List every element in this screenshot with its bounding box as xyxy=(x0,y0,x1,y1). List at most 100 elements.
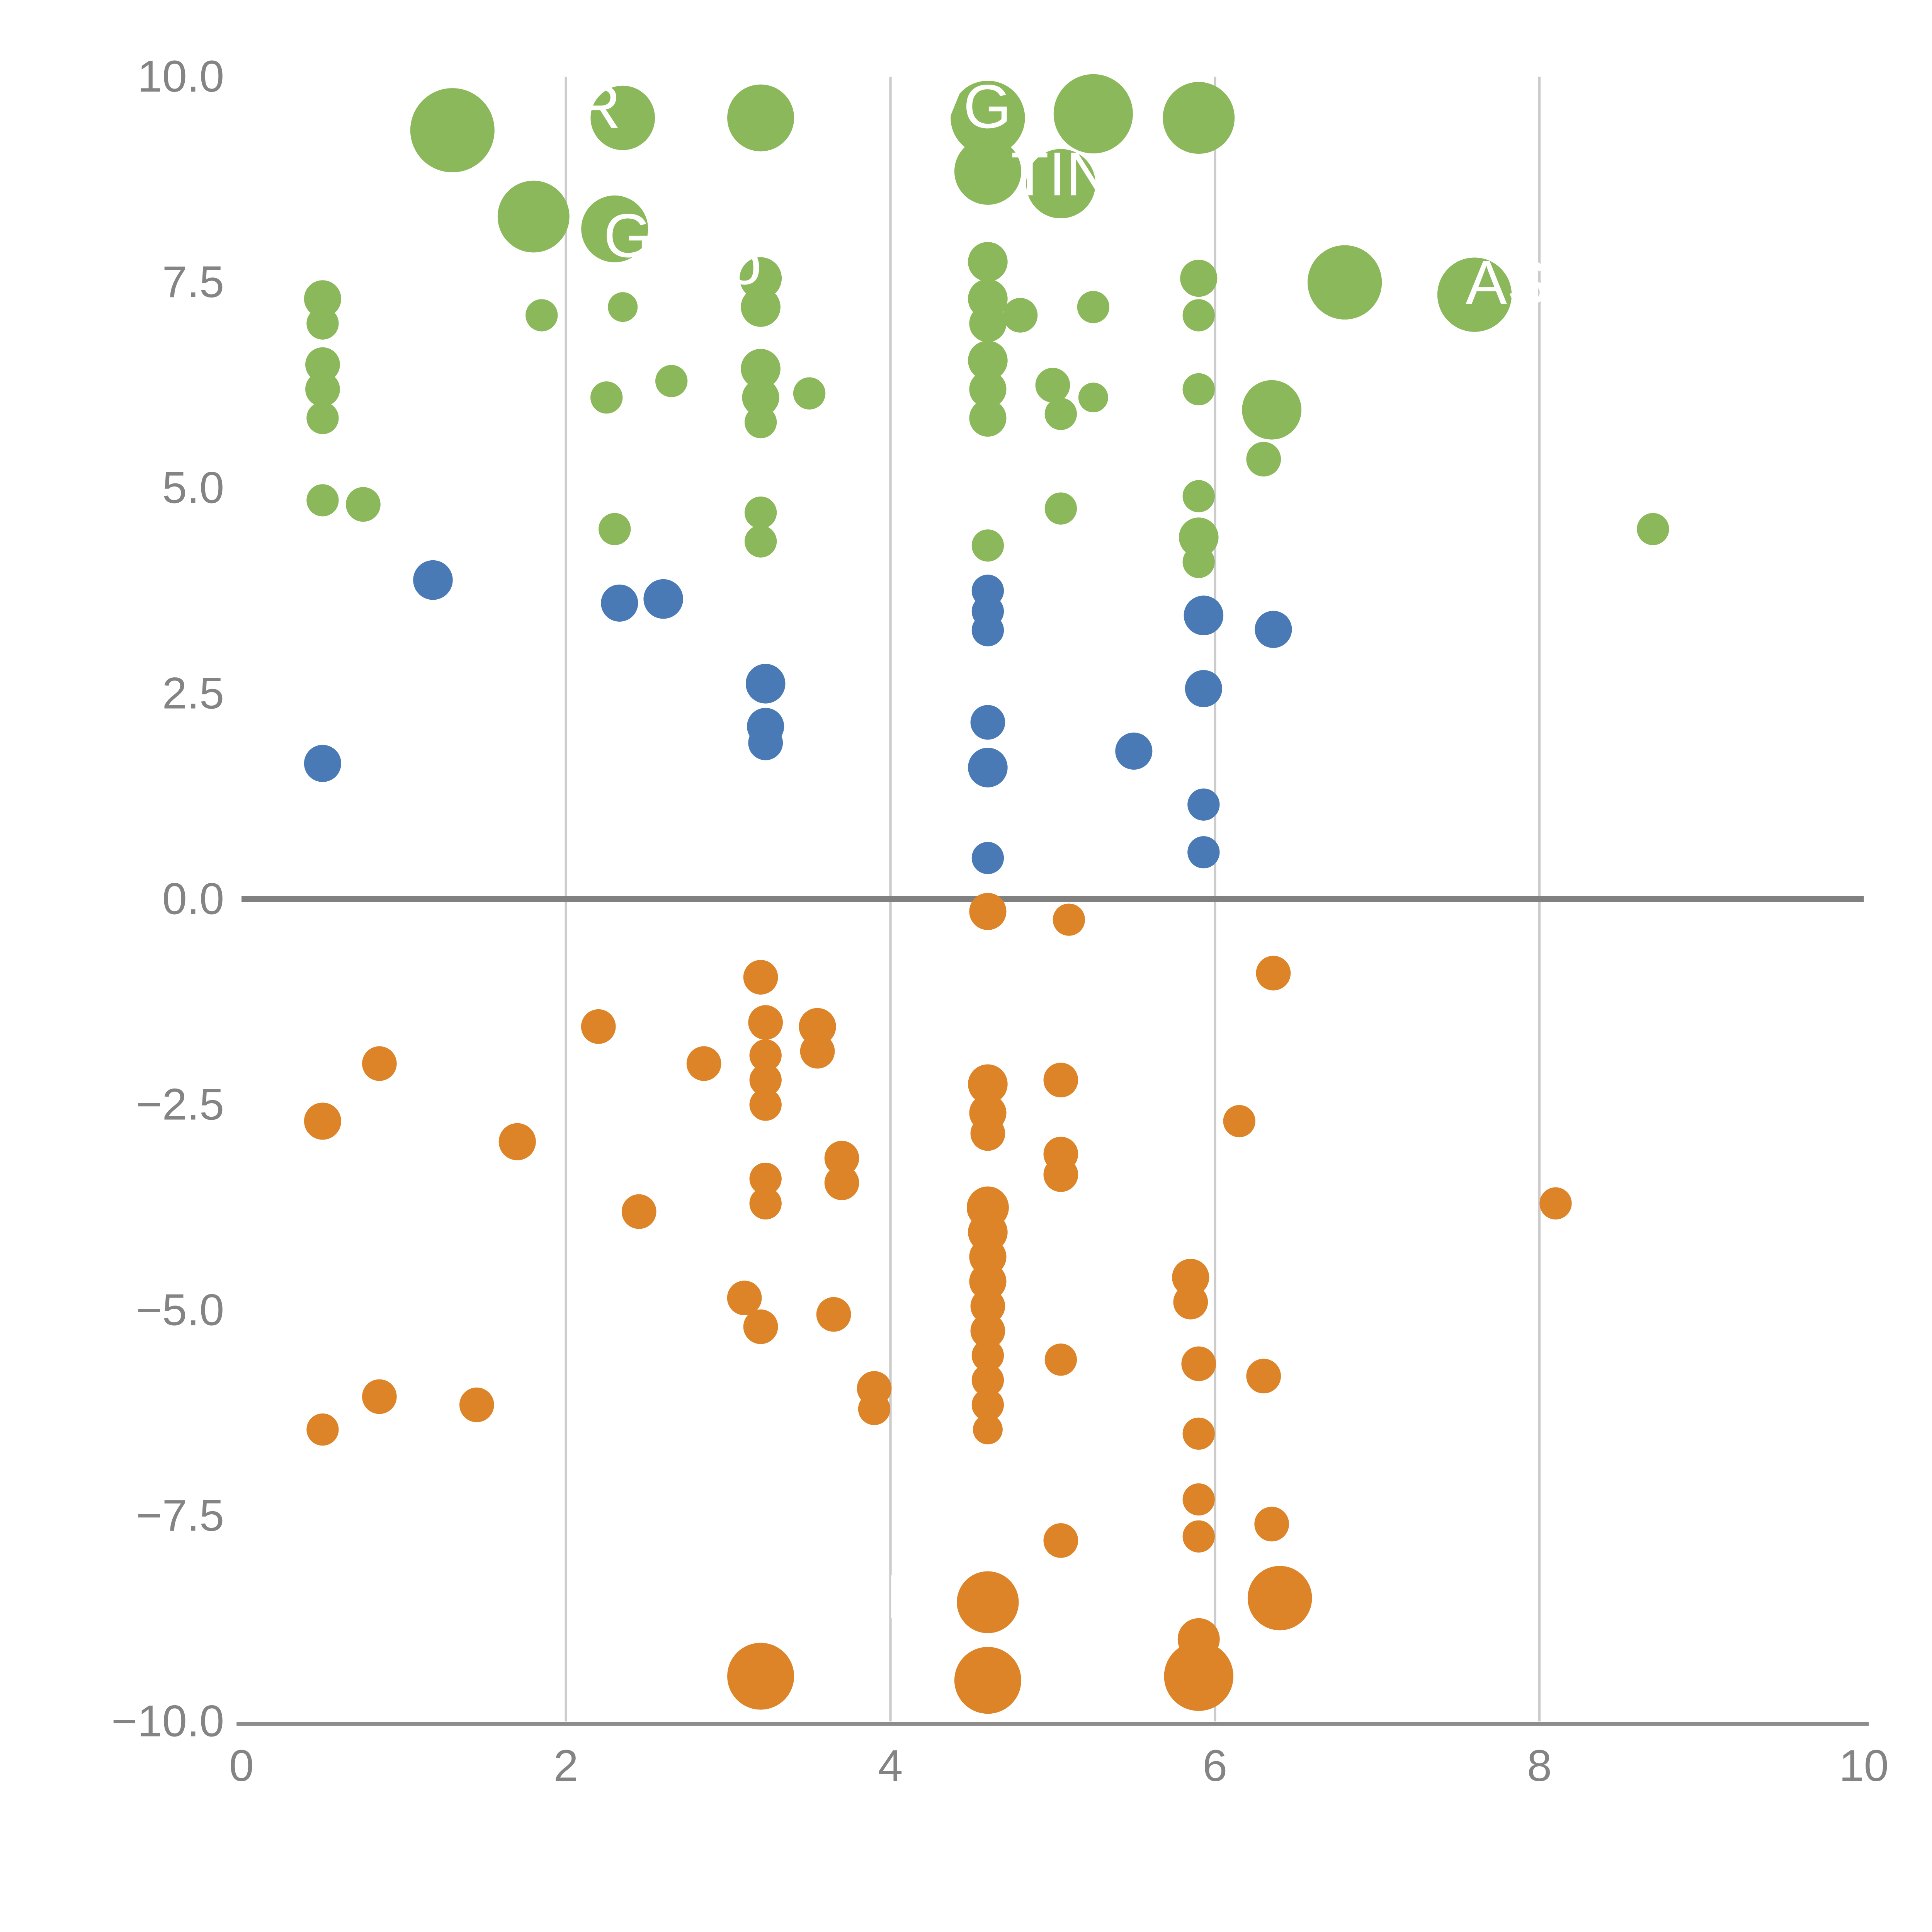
data-point-orange xyxy=(459,1387,494,1422)
data-point-orange xyxy=(1256,956,1291,991)
data-point-green xyxy=(1182,299,1215,332)
data-point-green xyxy=(951,80,1025,155)
data-point-orange xyxy=(970,1116,1005,1151)
data-point-green xyxy=(793,377,826,410)
data-point-orange xyxy=(971,1364,1004,1396)
data-point-green xyxy=(971,529,1004,562)
data-point-orange xyxy=(1172,1259,1209,1296)
data-point-orange xyxy=(686,1046,721,1081)
data-point-blue xyxy=(1185,670,1222,707)
y-tick-label: 5.0 xyxy=(162,463,224,512)
data-point-orange xyxy=(581,1009,616,1044)
bubble-label: VG xyxy=(922,72,1012,141)
data-point-blue xyxy=(745,664,786,704)
data-point-blue xyxy=(971,614,1004,646)
data-point-orange xyxy=(968,1064,1008,1104)
data-point-orange xyxy=(1177,1618,1220,1660)
data-point-blue xyxy=(413,560,453,600)
data-point-green xyxy=(1026,149,1096,219)
data-point-blue xyxy=(304,745,342,782)
data-point-green xyxy=(744,497,777,529)
bubble-label: TIN xyxy=(1011,139,1111,208)
data-point-orange xyxy=(800,1034,835,1069)
data-point-orange xyxy=(969,893,1007,930)
data-point-orange xyxy=(1182,1417,1215,1450)
data-point-orange xyxy=(1182,1520,1215,1553)
data-point-orange xyxy=(621,1194,656,1229)
data-point-green xyxy=(968,242,1008,282)
data-point-orange xyxy=(743,960,778,995)
data-point-orange xyxy=(971,1389,1004,1421)
data-point-blue xyxy=(1115,732,1153,770)
data-point-green xyxy=(599,513,631,545)
data-point-green xyxy=(1242,380,1302,440)
data-point-orange xyxy=(1043,1523,1078,1558)
data-point-green xyxy=(305,372,340,407)
bubble-label: E xyxy=(886,1562,927,1631)
data-point-blue xyxy=(601,584,638,622)
data-point-orange xyxy=(304,1102,342,1140)
data-point-blue xyxy=(643,579,683,619)
data-point-green xyxy=(581,195,648,262)
data-point-orange xyxy=(748,1005,783,1040)
data-point-orange xyxy=(824,1141,859,1176)
y-tick-label: −7.5 xyxy=(136,1491,224,1541)
data-point-green xyxy=(954,138,1021,205)
bubble-label: R xyxy=(576,72,621,141)
data-point-green xyxy=(1053,74,1133,154)
data-point-green xyxy=(1246,442,1281,477)
data-point-orange xyxy=(858,1393,891,1425)
data-point-blue xyxy=(971,842,1004,874)
data-point-orange xyxy=(749,1088,782,1121)
data-point-green xyxy=(1163,82,1235,154)
data-point-green xyxy=(497,180,570,253)
data-point-orange xyxy=(799,1008,836,1045)
data-point-orange xyxy=(498,1123,536,1160)
y-tick-label: 7.5 xyxy=(162,257,224,307)
data-point-green xyxy=(655,365,688,397)
data-point-orange xyxy=(970,1289,1005,1324)
data-point-green xyxy=(410,88,495,173)
data-point-green xyxy=(526,299,558,332)
data-point-green xyxy=(1637,513,1669,545)
data-point-green xyxy=(1180,260,1218,297)
data-point-orange xyxy=(1539,1187,1572,1220)
data-point-orange xyxy=(970,1313,1005,1349)
data-point-green xyxy=(742,379,779,416)
x-tick-label: 4 xyxy=(878,1741,903,1791)
data-point-orange xyxy=(969,1263,1007,1300)
data-point-orange xyxy=(1247,1566,1312,1631)
data-point-green xyxy=(1179,517,1219,557)
bubble-label: o xyxy=(727,228,762,297)
bubble-label: G xyxy=(604,201,652,270)
data-point-orange xyxy=(749,1064,782,1096)
data-point-green xyxy=(1077,291,1109,323)
data-point-green xyxy=(1307,245,1382,320)
y-tick-label: 10.0 xyxy=(138,52,224,101)
data-point-orange xyxy=(824,1165,859,1201)
data-point-blue xyxy=(968,748,1008,787)
data-point-green xyxy=(740,257,782,299)
data-point-green xyxy=(1035,367,1070,403)
data-point-orange xyxy=(749,1162,782,1195)
x-tick-label: 8 xyxy=(1527,1741,1552,1791)
data-point-green xyxy=(744,525,777,558)
y-tick-label: 2.5 xyxy=(162,668,224,718)
data-point-orange xyxy=(957,1571,1019,1633)
data-point-orange xyxy=(727,1643,794,1710)
data-point-green xyxy=(590,381,623,414)
data-point-orange xyxy=(362,1046,397,1081)
data-point-green xyxy=(1078,383,1108,413)
data-point-orange xyxy=(749,1187,782,1220)
data-point-blue xyxy=(1187,836,1220,869)
data-point-blue xyxy=(1255,611,1292,648)
data-point-blue xyxy=(748,725,783,760)
data-point-green xyxy=(969,305,1007,342)
data-point-green xyxy=(306,402,339,434)
y-tick-label: −10.0 xyxy=(111,1697,224,1746)
data-point-orange xyxy=(1164,1641,1233,1711)
data-point-green xyxy=(1182,546,1215,578)
bubble-label: AS xyxy=(1466,248,1548,317)
data-point-green xyxy=(741,349,781,389)
